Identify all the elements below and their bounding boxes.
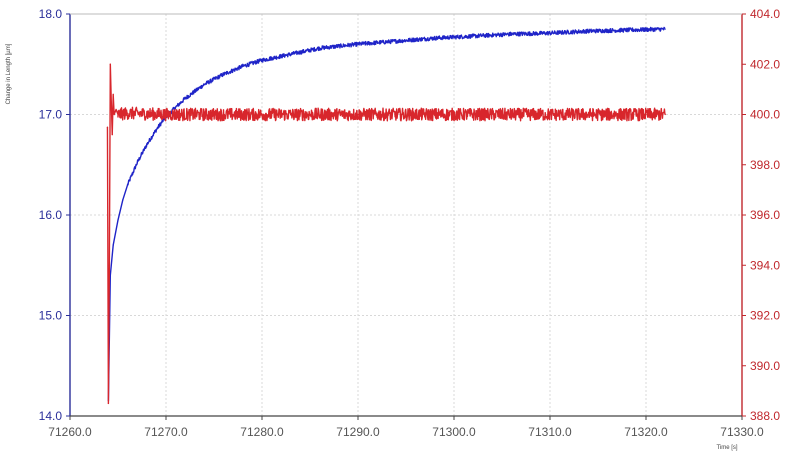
x-tick-label: 71270.0	[144, 425, 188, 439]
data-point	[626, 29, 628, 31]
data-point	[472, 35, 474, 37]
data-point	[597, 113, 599, 116]
data-point	[434, 37, 436, 39]
data-point	[155, 128, 157, 131]
data-point	[223, 73, 225, 75]
data-point	[106, 126, 109, 128]
y-axis-left-title: Change in Length [µm]	[6, 43, 12, 104]
grid-layer	[70, 14, 742, 416]
x-tick-label: 71310.0	[528, 425, 572, 439]
data-point	[184, 97, 186, 100]
data-point	[107, 402, 109, 405]
y-left-tick-label: 17.0	[39, 108, 63, 122]
temperature-series-line	[106, 63, 666, 405]
data-point	[117, 113, 119, 116]
data-point	[115, 108, 117, 111]
plot-frame	[66, 13, 746, 420]
tick-labels: 71260.0 71270.0 71280.0 71290.0 71300.0 71310…	[39, 7, 781, 439]
data-point	[645, 113, 647, 116]
x-tick-label: 71260.0	[48, 425, 92, 439]
y-right-tick-label: 404.0	[750, 7, 780, 21]
data-point	[117, 219, 119, 221]
data-point	[112, 244, 114, 246]
data-point	[453, 113, 455, 116]
data-point	[110, 101, 112, 103]
x-tick-label: 71290.0	[336, 425, 380, 439]
y-right-tick-label: 402.0	[750, 57, 780, 71]
data-point	[664, 113, 666, 116]
data-point	[357, 113, 359, 116]
series-layer	[106, 26, 666, 405]
x-tick-label: 71330.0	[720, 425, 764, 439]
data-point	[165, 113, 167, 116]
y-right-tick-label: 390.0	[750, 359, 780, 373]
x-tick-label: 71300.0	[432, 425, 476, 439]
data-point	[127, 184, 129, 186]
x-axis-title: Time [s]	[716, 445, 737, 451]
y-right-tick-label: 396.0	[750, 208, 780, 222]
data-point	[290, 53, 292, 55]
data-point	[203, 83, 205, 85]
data-point	[405, 113, 407, 116]
data-point	[309, 113, 311, 116]
x-tick-label: 71320.0	[624, 425, 668, 439]
y-left-tick-label: 18.0	[39, 7, 63, 21]
data-point	[261, 113, 263, 116]
data-point	[122, 199, 124, 201]
data-point	[319, 47, 321, 49]
data-point	[146, 144, 148, 146]
data-point	[549, 32, 551, 34]
y-left-tick-label: 15.0	[39, 309, 63, 323]
data-point	[357, 43, 359, 45]
data-point	[127, 112, 129, 114]
data-point	[112, 93, 114, 95]
data-point	[109, 63, 111, 65]
data-point	[587, 30, 590, 32]
data-point	[395, 40, 397, 42]
data-point	[511, 33, 513, 35]
data-point	[136, 162, 138, 164]
data-point	[109, 274, 111, 276]
data-point	[664, 28, 666, 30]
y-left-tick-label: 14.0	[39, 409, 63, 423]
y-right-tick-label: 398.0	[750, 158, 780, 172]
y-left-tick-label: 16.0	[39, 208, 63, 222]
data-point	[261, 59, 263, 61]
y-right-tick-label: 388.0	[750, 409, 780, 423]
y-right-tick-label: 392.0	[750, 309, 780, 323]
data-point	[242, 65, 244, 67]
data-point	[501, 113, 503, 116]
data-point	[549, 113, 551, 116]
data-point	[111, 134, 113, 136]
y-right-tick-label: 394.0	[750, 258, 780, 272]
data-point	[113, 113, 115, 116]
length-change-series-line	[107, 26, 666, 401]
data-point	[213, 113, 215, 116]
x-tick-label: 71280.0	[240, 425, 284, 439]
y-right-tick-label: 400.0	[750, 108, 780, 122]
data-point	[108, 264, 110, 266]
